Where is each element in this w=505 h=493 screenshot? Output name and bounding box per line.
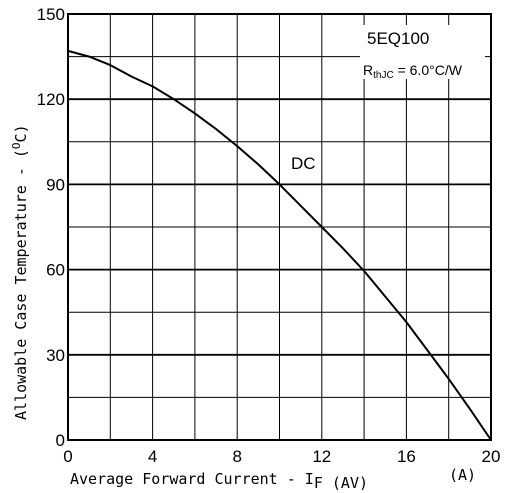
y-axis-label-superscript: O: [10, 142, 23, 149]
y-tick-labels: 0 30 60 90 120 150: [37, 5, 65, 450]
curve-label-dc: DC: [291, 154, 316, 173]
annotation-mask: [360, 25, 485, 79]
y-tick-label: 60: [46, 261, 65, 280]
curve-layer: [67, 49, 492, 441]
series-line-dc: [67, 49, 492, 441]
rth-symbol: R: [363, 62, 373, 78]
rth-value: = 6.0°C/W: [394, 62, 463, 78]
y-tick-label: 120: [37, 90, 65, 109]
y-axis-label-main: Allowable Case Temperature - (: [12, 149, 30, 420]
thermal-resistance-label: RthJC = 6.0°C/W: [363, 62, 463, 81]
x-tick-label: 8: [232, 447, 241, 466]
x-tick-label: 12: [312, 447, 331, 466]
y-tick-label: 0: [56, 431, 65, 450]
y-tick-label: 90: [46, 175, 65, 194]
rth-subscript: thJC: [373, 70, 394, 81]
plot-frame: [67, 13, 492, 441]
x-axis-unit: (A): [449, 466, 476, 484]
y-axis-label-unit: C): [12, 124, 30, 142]
y-tick-label: 30: [46, 346, 65, 365]
x-axis-label: Average Forward Current - IF (AV): [70, 470, 368, 492]
x-tick-label: 20: [482, 447, 501, 466]
x-axis-label-main: Average Forward Current - I: [70, 470, 314, 488]
x-tick-label: 16: [397, 447, 416, 466]
curve-label-mask: [289, 151, 321, 173]
y-tick-label: 150: [37, 5, 65, 24]
part-number-label: 5EQ100: [367, 29, 429, 48]
x-tick-label: 0: [63, 447, 72, 466]
x-axis-label-subscript: F (AV): [314, 474, 368, 492]
x-tick-label: 4: [148, 447, 157, 466]
y-axis-label: Allowable Case Temperature - (OC): [10, 124, 30, 420]
x-tick-labels: 0 4 8 12 16 20: [63, 447, 500, 466]
